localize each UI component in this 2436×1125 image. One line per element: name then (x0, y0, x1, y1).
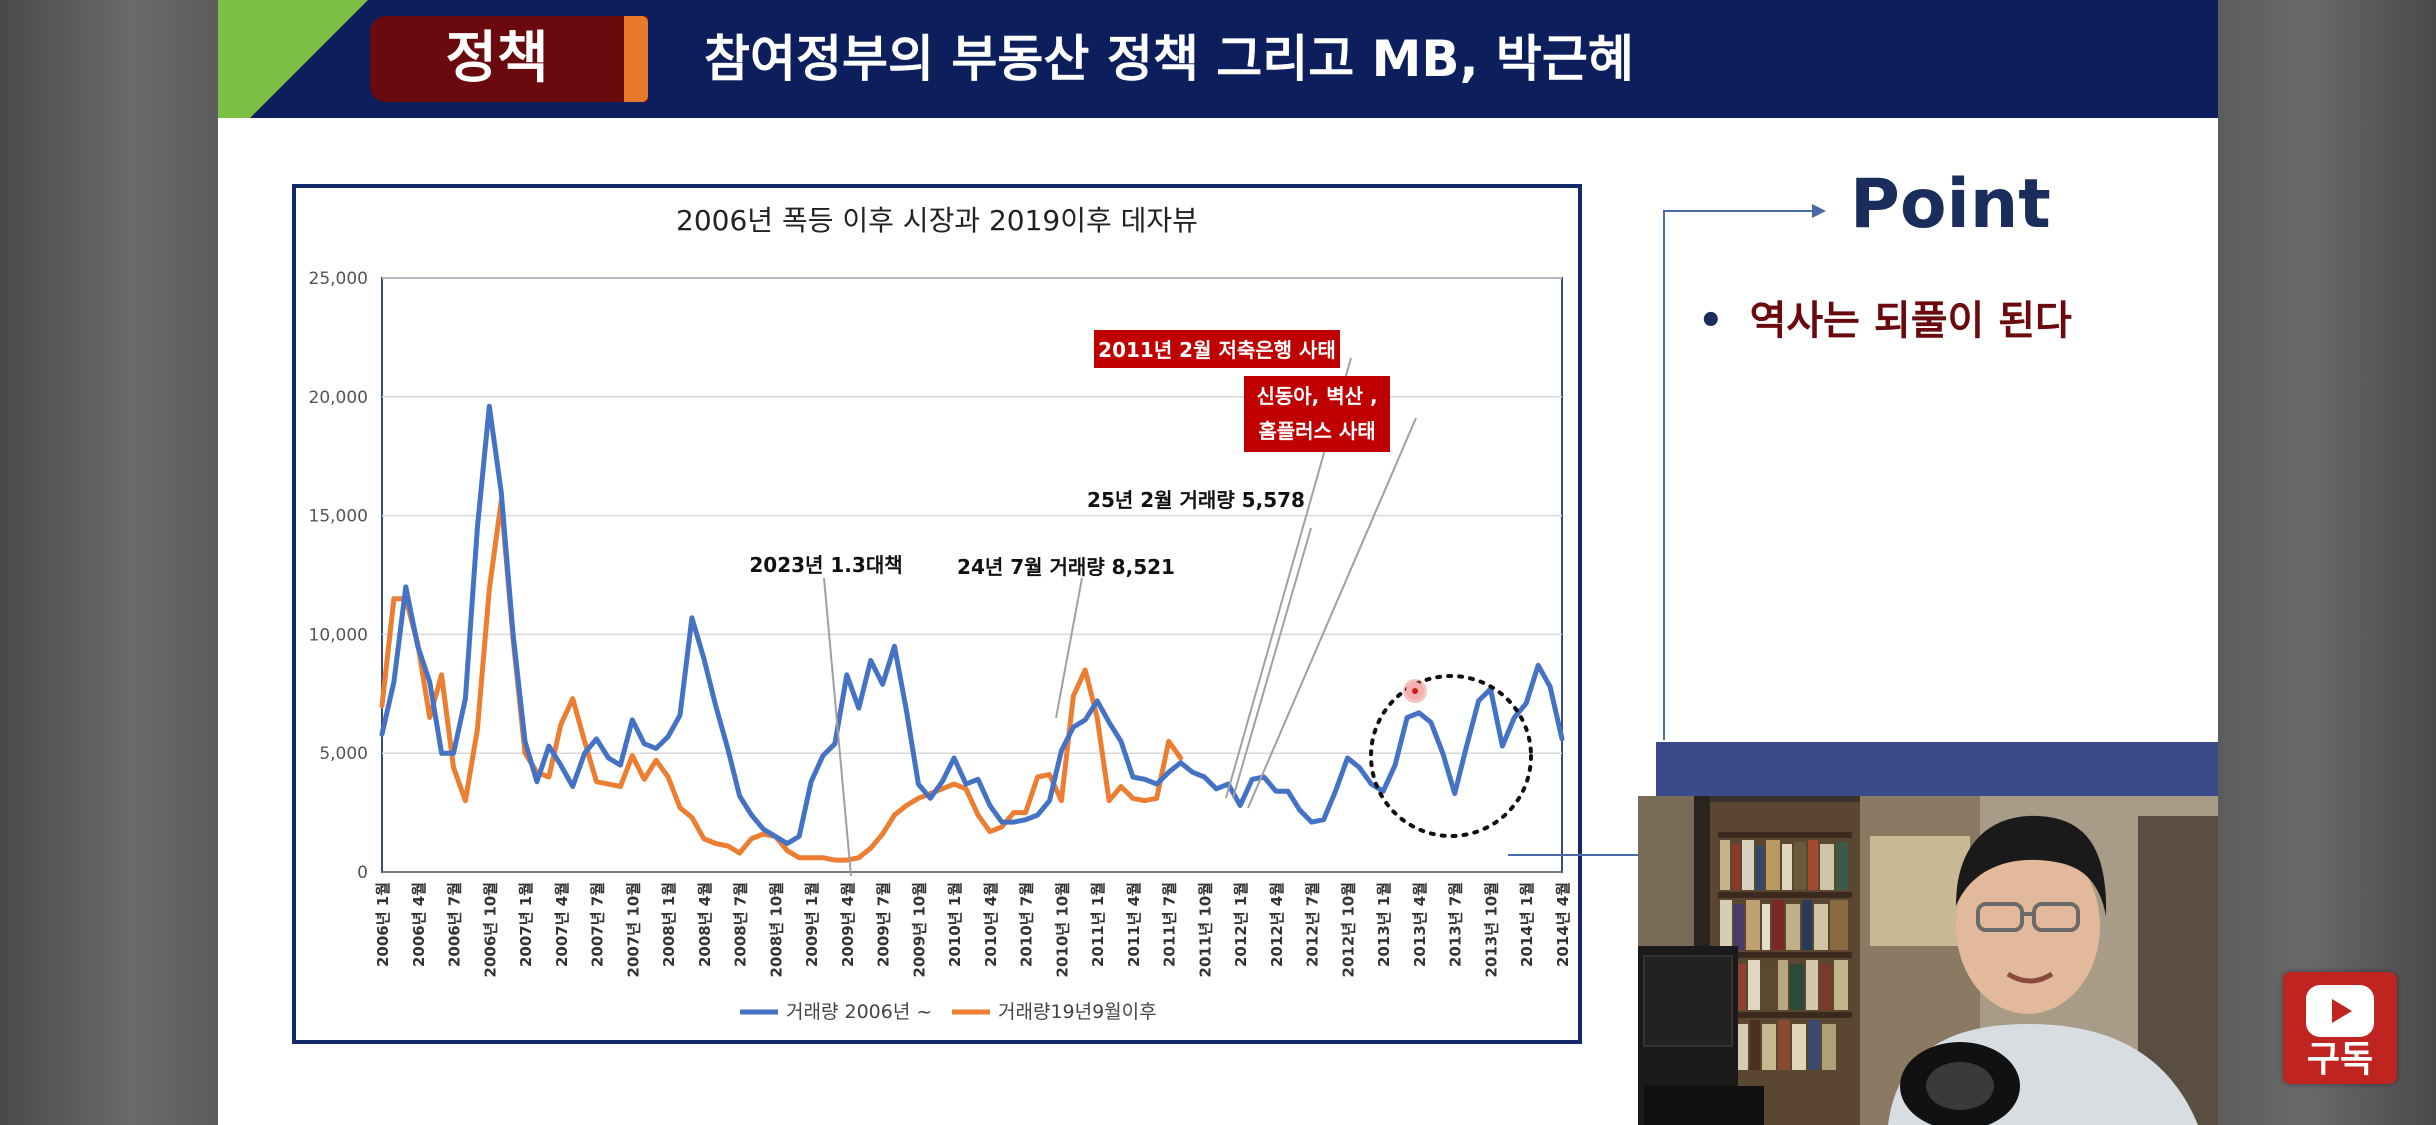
x-tick-label: 2008년 10월 (767, 882, 785, 977)
presenter-image (1638, 796, 2218, 1125)
x-tick-label: 2012년 1월 (1232, 882, 1250, 967)
x-tick-label: 2008년 4월 (696, 882, 714, 967)
header-accent-triangle (218, 0, 368, 118)
y-tick-label: 5,000 (319, 744, 368, 764)
x-tick-label: 2011년 1월 (1089, 882, 1107, 967)
line-chart: 2006년 폭등 이후 시장과 2019이후 데자뷰 0 5,000 10,000 15… (309, 204, 1572, 1023)
annotation-box (1094, 330, 1340, 368)
x-tick-label: 2012년 10월 (1339, 882, 1357, 977)
x-tick-label: 2010년 7월 (1018, 882, 1036, 967)
chart-title: 2006년 폭등 이후 시장과 2019이후 데자뷰 (676, 204, 1198, 237)
decorative-band (1656, 742, 2218, 798)
background-right (2218, 0, 2436, 1125)
annotation-leader (1232, 527, 1312, 799)
annotation-leader (823, 577, 852, 877)
subscribe-label: 구독 (2306, 1039, 2374, 1080)
annotation-box (1244, 376, 1390, 452)
x-tick-label: 2007년 10월 (624, 882, 642, 977)
webcam-video (1638, 796, 2218, 1125)
point-title: Point (1850, 165, 2051, 244)
x-tick-label: 2011년 4월 (1125, 882, 1143, 967)
x-tick-label: 2006년 1월 (374, 882, 392, 967)
x-tick-label: 2013년 10월 (1482, 882, 1500, 977)
subscribe-button[interactable]: 구독 (2283, 972, 2397, 1084)
x-tick-label: 2011년 7월 (1161, 882, 1179, 967)
annotation-label: 25년 2월 거래량 5,578 (1087, 488, 1305, 512)
legend-label-2019: 거래량19년9월이후 (998, 1001, 1157, 1023)
x-tick-label: 2014년 1월 (1518, 882, 1536, 967)
y-tick-label: 15,000 (309, 507, 368, 527)
x-tick-label: 2007년 4월 (553, 882, 571, 967)
x-tick-label: 2009년 10월 (910, 882, 928, 977)
annotation-box-label: 신동아, 벽산 , (1256, 384, 1377, 408)
x-tick-label: 2007년 1월 (517, 882, 535, 967)
x-tick-label: 2009년 7월 (875, 882, 893, 967)
y-tick-label: 20,000 (309, 388, 368, 408)
x-tick-label: 2010년 4월 (982, 882, 1000, 967)
x-tick-label: 2007년 7월 (589, 882, 607, 967)
x-tick-label: 2010년 10월 (1053, 882, 1071, 977)
annotation-label: 2023년 1.3대책 (749, 553, 902, 577)
background-left (0, 0, 218, 1125)
legend-label-2006: 거래량 2006년 ~ (786, 1001, 932, 1023)
x-tick-label: 2006년 4월 (410, 882, 428, 967)
bullet-dot: • (1698, 298, 1724, 344)
bullet-text: 역사는 되풀이 된다 (1749, 298, 2072, 344)
pointer-indicator (1406, 682, 1424, 700)
x-tick-label: 2009년 4월 (839, 882, 857, 967)
annotation-leader (1055, 577, 1083, 719)
slide-title: 참여정부의 부동산 정책 그리고 MB, 박근혜 (704, 30, 1634, 88)
slide-header: 정책 참여정부의 부동산 정책 그리고 MB, 박근혜 (218, 0, 2218, 118)
header-tag: 정책 (370, 16, 648, 102)
youtube-play-icon (2306, 985, 2374, 1037)
x-tick-label: 2008년 1월 (660, 882, 678, 967)
x-tick-label: 2010년 1월 (946, 882, 964, 967)
x-tick-label: 2006년 7월 (446, 882, 464, 967)
y-tick-label: 0 (357, 863, 368, 883)
chart-frame: 2006년 폭등 이후 시장과 2019이후 데자뷰 0 5,000 10,000 15… (292, 184, 1582, 1044)
annotation-box-label: 홈플러스 사태 (1258, 419, 1375, 443)
x-tick-label: 2013년 4월 (1411, 882, 1429, 967)
x-tick-label: 2008년 7월 (732, 882, 750, 967)
highlight-circle (1369, 674, 1533, 838)
x-tick-label: 2013년 1월 (1375, 882, 1393, 967)
x-tick-label: 2012년 7월 (1304, 882, 1322, 967)
x-tick-label: 2009년 1월 (803, 882, 821, 967)
annotation-box-label: 2011년 2월 저축은행 사태 (1098, 338, 1336, 362)
annotation-leader (1247, 417, 1417, 809)
x-tick-label: 2006년 10월 (481, 882, 499, 977)
annotation-label: 24년 7월 거래량 8,521 (957, 555, 1175, 579)
x-tick-label: 2013년 7월 (1447, 882, 1465, 967)
header-tag-accent (624, 16, 648, 102)
point-bullet: • 역사는 되풀이 된다 (1698, 288, 2072, 346)
x-tick-label: 2012년 4월 (1268, 882, 1286, 967)
series-line-2006 (379, 403, 1565, 846)
x-tick-label: 2011년 10월 (1196, 882, 1214, 977)
slide: 정책 참여정부의 부동산 정책 그리고 MB, 박근혜 2006년 폭등 이후 … (218, 0, 2218, 1125)
x-tick-label: 2014년 4월 (1554, 882, 1572, 967)
y-tick-label: 25,000 (309, 269, 368, 289)
y-tick-label: 10,000 (309, 625, 368, 645)
